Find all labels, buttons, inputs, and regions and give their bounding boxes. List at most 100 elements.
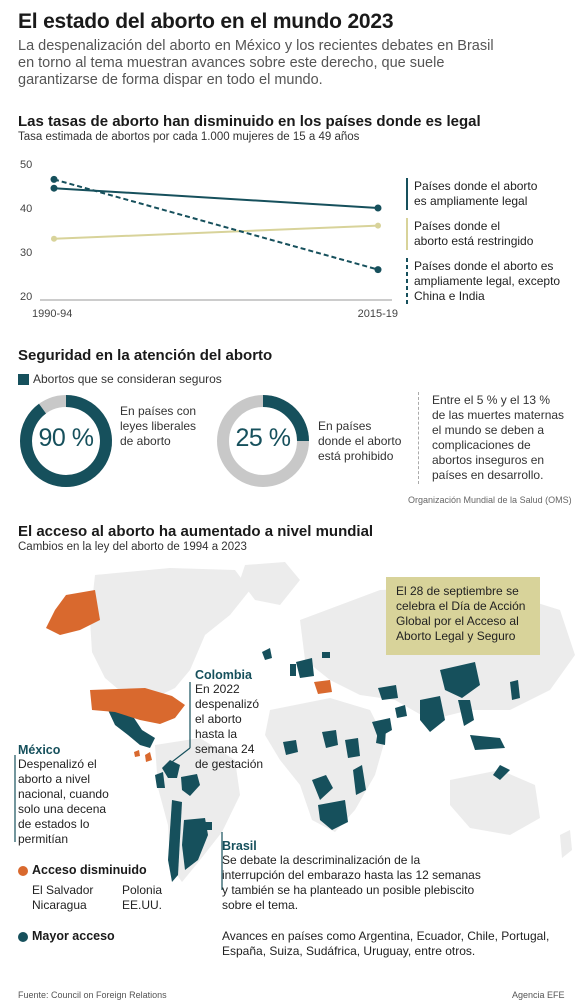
series-point [374, 204, 382, 212]
country-arabia [395, 705, 407, 718]
land-new-zealand [560, 830, 572, 858]
country-switzerland [322, 652, 330, 658]
brasil-line: Se debate la descriminalización de la [222, 853, 421, 867]
country-africa-west [283, 740, 298, 755]
country-portugal [290, 664, 296, 676]
mexico-annotation: México Despenalizó el aborto a nivel nac… [18, 743, 109, 847]
country-poland [314, 680, 332, 694]
land-africa [265, 698, 385, 832]
divider [418, 392, 419, 484]
line-chart-subtitle: Tasa estimada de abortos por cada 1.000 … [18, 131, 360, 143]
colombia-line: hasta la [195, 727, 238, 741]
note-line: Entre el 5 % y el 13 % [432, 393, 551, 407]
brasil-name: Brasil [222, 839, 257, 853]
country-argentina [182, 818, 208, 870]
legend-decreased-country: Nicaragua [32, 898, 87, 912]
mexico-line: permitían [18, 832, 69, 846]
donut-desc-line: donde el aborto [318, 434, 402, 448]
note-line: de las muertes maternas [432, 408, 565, 422]
country-africa-east [345, 738, 360, 758]
series-legend-label: Países donde el aborto es [414, 259, 553, 273]
series-legend-label: aborto está restringido [414, 234, 534, 248]
brasil-line: interrupción del embarazo hasta las 12 s… [222, 868, 481, 882]
donut-desc-line: En países [318, 419, 372, 433]
donut-desc-line: de aborto [120, 434, 171, 448]
country-usa-alaska [46, 590, 100, 635]
donut-chart-prohibited [217, 395, 309, 487]
brasil-annotation: Brasil Se debate la descriminalización d… [222, 839, 481, 913]
callout-line: Global por el Acceso al [396, 614, 519, 628]
legend-decreased-title: Acceso disminuido [32, 863, 147, 877]
country-nicaragua [145, 752, 152, 762]
legend-increased-note: Avances en países como Argentina, Ecuado… [222, 929, 549, 959]
series-line [53, 187, 379, 209]
mexico-line: aborto a nivel [18, 772, 91, 786]
country-australia-north [493, 765, 510, 780]
mexico-line: solo una decena [18, 802, 107, 816]
country-africa-central [322, 730, 338, 748]
legend-decreased-country: EE.UU. [122, 898, 163, 912]
series-legend-label: Países donde el [414, 219, 500, 233]
colombia-leader-pointer [167, 747, 191, 766]
donut-desc-line: está prohibido [318, 449, 394, 463]
country-africa-south-central [312, 775, 333, 800]
note-line: el mundo se deben a [432, 423, 545, 437]
y-tick-label: 20 [20, 291, 32, 303]
note-line: complicaciones de [432, 438, 531, 452]
intro-line: en torno al tema muestran avances sobre … [18, 55, 445, 71]
series-legend-label: es ampliamente legal [414, 194, 527, 208]
legend-decreased-country: El Salvador [32, 883, 94, 897]
note-line: países en desarrollo. [432, 468, 544, 482]
series-legend-label: China e India [414, 289, 485, 303]
donut-arc-safe [262, 395, 309, 442]
map-decreased-access [46, 590, 332, 762]
y-tick-label: 50 [20, 159, 32, 171]
colombia-name: Colombia [195, 668, 252, 682]
country-mozambique [353, 765, 366, 795]
y-tick-label: 40 [20, 203, 32, 215]
country-usa [90, 688, 185, 724]
country-colombia [162, 760, 180, 778]
donut-desc-line: En países con [120, 404, 197, 418]
series-point [50, 184, 58, 192]
series-line [53, 178, 379, 271]
country-somalia [376, 728, 386, 745]
intro-line: La despenalización del aborto en México … [18, 38, 494, 54]
country-southeast-asia [458, 700, 474, 726]
mexico-line: nacional, cuando [18, 787, 109, 801]
line-chart-title: Las tasas de aborto han disminuido en lo… [18, 113, 481, 130]
series-legend-label: ampliamente legal, excepto [414, 274, 560, 288]
land-greenland [240, 562, 300, 605]
colombia-line: el aborto [195, 712, 242, 726]
colombia-annotation: Colombia En 2022 despenalizó el aborto h… [195, 668, 263, 772]
note-line: abortos inseguros en [432, 453, 545, 467]
series-point [375, 222, 381, 229]
callout-line: celebra el Día de Acción [396, 599, 526, 613]
footer-agency: Agencia EFE [512, 990, 565, 1000]
donut-arc-safe [20, 395, 112, 487]
country-ecuador [155, 772, 165, 788]
increased-note-line: España, Suiza, Sudáfrica, Uruguay, entre… [222, 944, 476, 958]
country-uruguay [205, 822, 212, 830]
colombia-line: despenalizó [195, 697, 260, 711]
mexico-name: México [18, 743, 61, 757]
increased-note-line: Avances en países como Argentina, Ecuado… [222, 929, 550, 943]
country-south-africa [318, 800, 348, 830]
safety-title: Seguridad en la atención del aborto [18, 347, 273, 364]
legend-safe-label: Abortos que se consideran seguros [33, 372, 222, 386]
country-peru [181, 774, 200, 796]
intro-line: garantizarse de forma dispar en todo el … [18, 72, 323, 88]
map-increased-access [108, 648, 520, 882]
series-point [51, 235, 57, 242]
mexico-line: de estados lo [18, 817, 90, 831]
callout-line: Aborto Legal y Seguro [396, 629, 516, 643]
x-tick-label: 2015-19 [358, 308, 398, 320]
country-china [440, 662, 480, 698]
country-middle-east [378, 685, 398, 700]
series-line [53, 224, 379, 240]
country-chile [168, 800, 182, 882]
country-ethiopia [372, 718, 392, 738]
mexico-line: Despenalizó el [18, 757, 97, 771]
donut-prohibited-description: En países donde el aborto está prohibido [318, 419, 401, 464]
